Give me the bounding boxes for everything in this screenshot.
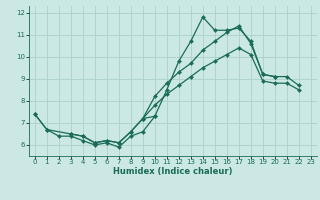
X-axis label: Humidex (Indice chaleur): Humidex (Indice chaleur) — [113, 167, 233, 176]
